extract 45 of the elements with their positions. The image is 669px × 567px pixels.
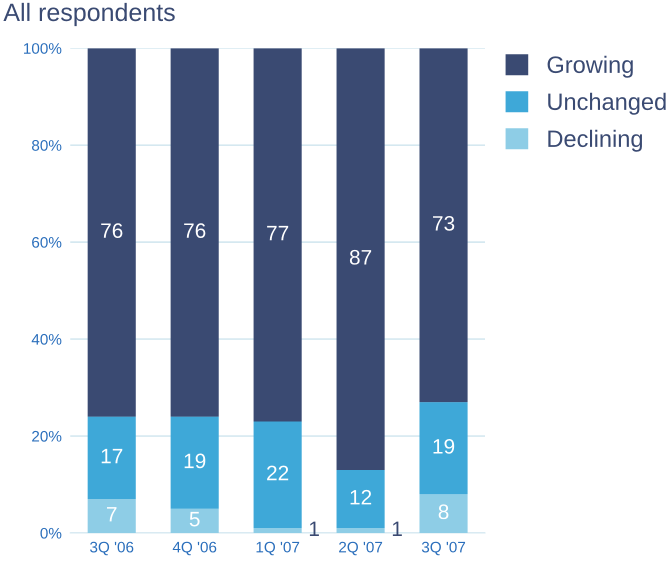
y-tick-label: 0% — [40, 528, 62, 539]
x-tick-label: 4Q '06 — [172, 542, 216, 556]
data-label: 77 — [267, 226, 288, 240]
y-tick-label: 80% — [32, 140, 62, 151]
bar — [254, 421, 302, 528]
bar — [419, 48, 468, 402]
bar — [170, 416, 219, 509]
bar — [336, 528, 385, 533]
legend-label: Unchanged — [548, 92, 666, 115]
data-label: 17 — [102, 448, 122, 464]
bar — [170, 48, 219, 417]
data-label: 87 — [350, 250, 372, 265]
bar — [254, 48, 302, 422]
y-tick-label: 60% — [32, 236, 62, 248]
bar — [88, 416, 136, 500]
bar — [170, 508, 219, 533]
y-tick-label: 100% — [24, 43, 62, 54]
bar — [88, 48, 136, 417]
y-tick-label: 40% — [32, 334, 62, 345]
data-label: 8 — [438, 504, 448, 520]
legend-label: Declining — [548, 130, 642, 152]
bar — [88, 499, 136, 533]
x-tick-label: 3Q '07 — [422, 542, 466, 556]
bar — [419, 402, 468, 494]
data-label: 1 — [392, 522, 402, 536]
data-label: 73 — [433, 216, 454, 231]
data-label: 5 — [190, 512, 200, 526]
data-label: 76 — [184, 223, 206, 238]
bar — [336, 48, 385, 470]
bar — [254, 528, 302, 533]
x-tick-label: 1Q '07 — [256, 542, 300, 556]
bar — [419, 494, 468, 533]
data-label: 76 — [101, 223, 122, 238]
chart-title: All respondents — [3, 2, 175, 26]
data-label: 19 — [434, 438, 454, 454]
x-tick-label: 3Q '06 — [90, 542, 134, 556]
x-tick-label: 2Q '07 — [339, 542, 382, 556]
bar — [336, 470, 385, 528]
data-label: 19 — [184, 454, 206, 468]
data-label: 22 — [267, 466, 288, 480]
data-label: 1 — [310, 522, 319, 536]
data-label: 7 — [107, 507, 116, 522]
data-label: 12 — [350, 490, 372, 504]
y-tick-label: 20% — [32, 430, 62, 442]
legend-label: Growing — [548, 56, 633, 78]
